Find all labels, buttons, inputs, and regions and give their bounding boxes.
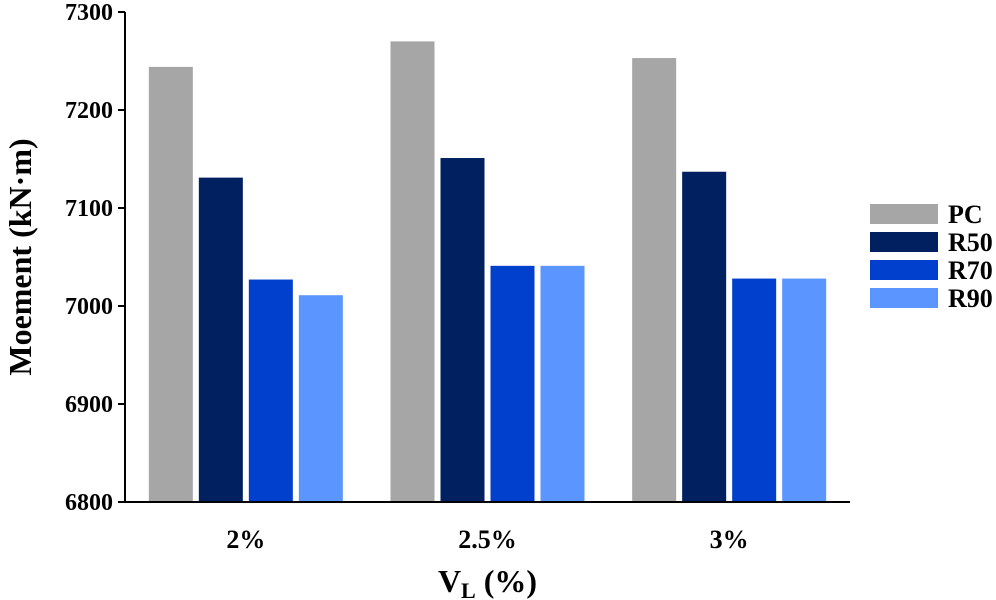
legend-label-r90: R90	[948, 284, 993, 313]
legend-label-pc: PC	[948, 200, 983, 229]
bars-group	[148, 41, 827, 503]
y-tick-label: 7100	[65, 196, 113, 222]
bar-r50-3	[682, 171, 727, 503]
legend-label-r70: R70	[948, 256, 993, 285]
y-tick-label: 7000	[65, 294, 113, 320]
x-category-label: 3%	[710, 525, 749, 554]
x-axis-categories: 2% 2.5% 3%	[226, 525, 748, 554]
x-axis-title: VL (%)	[438, 563, 537, 600]
bar-r90-2	[540, 265, 585, 502]
y-tick-label: 7200	[65, 98, 113, 124]
legend-label-r50: R50	[948, 228, 993, 257]
x-axis-title-unit: (%)	[476, 563, 537, 599]
bar-r50-2	[440, 158, 485, 502]
legend-swatch-r90	[870, 288, 938, 308]
x-axis-title-subscript: L	[461, 578, 476, 600]
x-axis-title-main: V	[438, 563, 461, 599]
bar-r90-1	[298, 295, 343, 502]
y-axis-title: Moement (kN·m)	[2, 138, 38, 375]
x-category-label: 2%	[226, 525, 265, 554]
x-category-label: 2.5%	[458, 525, 517, 554]
legend-swatch-pc	[870, 204, 938, 224]
legend-swatch-r70	[870, 260, 938, 280]
bar-r90-3	[782, 278, 827, 502]
y-tick-label: 6800	[65, 490, 113, 516]
bar-r70-3	[732, 278, 777, 502]
bar-pc-1	[148, 66, 193, 502]
legend-swatch-r50	[870, 232, 938, 252]
y-tick-label: 7300	[65, 0, 113, 26]
bar-r70-1	[248, 279, 293, 502]
bar-pc-2	[390, 41, 435, 503]
bar-r50-1	[198, 177, 243, 502]
bar-r70-2	[490, 265, 535, 502]
bar-pc-3	[632, 58, 677, 503]
y-tick-label: 6900	[65, 392, 113, 418]
y-axis-ticks: 6800 6900 7000 7100 7200 7300	[65, 0, 125, 516]
